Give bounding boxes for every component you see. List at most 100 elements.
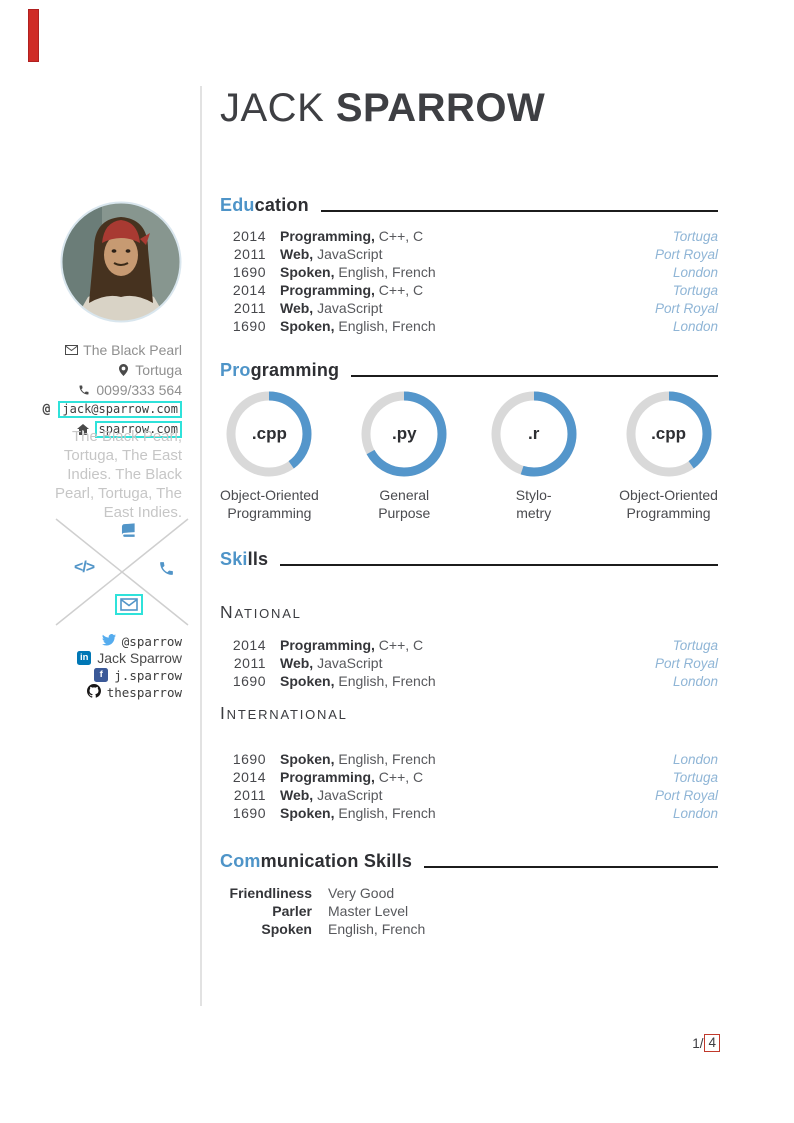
donut-label: .cpp bbox=[251, 424, 287, 443]
contact-website: sparrow.com bbox=[20, 421, 182, 438]
entry-year: 1690 bbox=[232, 750, 266, 767]
skill-donut: .cpp Object-Oriented Programming bbox=[619, 390, 718, 522]
entry-detail: JavaScript bbox=[317, 654, 383, 671]
donut-caption: Stylo- metry bbox=[515, 487, 552, 521]
profile-photo bbox=[58, 199, 184, 325]
link-annotation-box[interactable] bbox=[28, 9, 39, 62]
entry-detail: JavaScript bbox=[317, 299, 383, 316]
donut-ring bbox=[361, 391, 447, 477]
entry-location: Port Royal bbox=[654, 787, 718, 803]
communication-label: Friendliness bbox=[229, 884, 312, 901]
education-entries: 2014 Programming, C++, C Tortuga 2011 We… bbox=[220, 227, 718, 335]
entry-location: Tortuga bbox=[672, 637, 718, 653]
cross-lines bbox=[55, 518, 189, 626]
timeline-entry: 1690 Spoken, English, French London bbox=[220, 750, 718, 768]
section-heading: Education bbox=[220, 194, 718, 216]
entry-year: 2014 bbox=[232, 281, 266, 298]
timeline-entry: 1690 Spoken, English, French London bbox=[220, 804, 718, 822]
entry-title: Spoken, bbox=[280, 317, 335, 334]
entry-detail: English, French bbox=[338, 672, 436, 689]
donut-caption: General Purpose bbox=[378, 487, 431, 521]
entry-title: Spoken, bbox=[280, 672, 335, 689]
communication-entry: Parler Master Level bbox=[220, 902, 718, 920]
entry-year: 2011 bbox=[233, 245, 266, 262]
communication-entries: Friendliness Very Good Parler Master Lev… bbox=[220, 884, 718, 938]
subsection-international: International bbox=[220, 703, 348, 723]
communication-entry: Friendliness Very Good bbox=[220, 884, 718, 902]
entry-detail: C++, C bbox=[378, 227, 424, 244]
code-icon: </> bbox=[74, 559, 95, 576]
communication-label: Spoken bbox=[261, 920, 312, 937]
donut-label: .cpp bbox=[651, 424, 687, 443]
timeline-entry: 2011 Web, JavaScript Port Royal bbox=[220, 654, 718, 672]
entry-detail: English, French bbox=[338, 750, 436, 767]
entry-location: London bbox=[672, 318, 718, 334]
github-handle[interactable]: thesparrow bbox=[18, 683, 182, 701]
communication-value: Master Level bbox=[328, 902, 409, 919]
entry-year: 2011 bbox=[233, 654, 266, 671]
skill-donut: .py General Purpose bbox=[360, 390, 448, 522]
timeline-entry: 2014 Programming, C++, C Tortuga bbox=[220, 768, 718, 786]
donut-ring bbox=[226, 391, 312, 477]
donut-charts: .cpp Object-Oriented Programming bbox=[220, 390, 718, 522]
entry-year: 1690 bbox=[232, 263, 266, 280]
entry-title: Spoken, bbox=[280, 804, 335, 821]
entry-year: 1690 bbox=[232, 672, 266, 689]
donut-label: .py bbox=[391, 424, 417, 443]
skill-donut: .r Stylo- metry bbox=[490, 390, 578, 522]
home-icon bbox=[76, 424, 90, 435]
icon-decoration: </> bbox=[48, 517, 196, 627]
twitter-icon bbox=[101, 633, 116, 649]
timeline-entry: 2014 Programming, C++, C Tortuga bbox=[220, 227, 718, 245]
first-name: JACK bbox=[220, 86, 325, 130]
entry-detail: English, French bbox=[338, 317, 436, 334]
linkedin-handle[interactable]: in Jack Sparrow bbox=[18, 650, 182, 666]
email-link[interactable]: jack@sparrow.com bbox=[58, 401, 182, 418]
entry-year: 2011 bbox=[233, 786, 266, 803]
entry-detail: English, French bbox=[338, 263, 436, 280]
heading-rule bbox=[320, 210, 718, 212]
website-link[interactable]: sparrow.com bbox=[94, 421, 182, 438]
entry-year: 2014 bbox=[232, 636, 266, 653]
entry-year: 1690 bbox=[232, 804, 266, 821]
page-number: 1/4 bbox=[692, 1034, 720, 1052]
entry-location: London bbox=[672, 751, 718, 767]
github-icon bbox=[86, 683, 101, 701]
section-heading: Communication Skills bbox=[220, 850, 718, 872]
facebook-handle[interactable]: f j.sparrow bbox=[18, 668, 182, 683]
section-programming: Programming .cpp Ob bbox=[220, 359, 718, 522]
communication-value: English, French bbox=[328, 920, 426, 937]
entry-location: Tortuga bbox=[672, 282, 718, 298]
page-title: JACK SPARROW bbox=[220, 86, 718, 130]
total-pages-link[interactable]: 4 bbox=[704, 1034, 720, 1052]
last-name: SPARROW bbox=[335, 86, 546, 130]
entry-title: Web, bbox=[280, 299, 314, 316]
section-heading: Skills bbox=[220, 548, 718, 570]
entry-title: Web, bbox=[280, 654, 314, 671]
entry-location: London bbox=[672, 673, 718, 689]
envelope-link-icon[interactable] bbox=[115, 594, 143, 615]
contact-address: The Black Pearl bbox=[20, 341, 182, 358]
donut-ring bbox=[491, 391, 577, 477]
facebook-icon: f bbox=[94, 668, 109, 682]
entry-detail: C++, C bbox=[378, 281, 424, 298]
section-education: Education 2014 Programming, C++, C Tortu… bbox=[220, 194, 718, 335]
contact-phone: 0099/333 564 bbox=[20, 381, 182, 398]
phone-icon bbox=[77, 384, 91, 396]
timeline-entry: 2014 Programming, C++, C Tortuga bbox=[220, 636, 718, 654]
subsection-national: National bbox=[220, 602, 302, 622]
entry-detail: English, French bbox=[338, 804, 436, 821]
timeline-entry: 1690 Spoken, English, French London bbox=[220, 317, 718, 335]
entry-title: Programming, bbox=[280, 768, 375, 785]
section-communication: Communication Skills Friendliness Very G… bbox=[220, 850, 718, 938]
entry-year: 2011 bbox=[233, 299, 266, 316]
social-links: @sparrow in Jack Sparrow f j.sparrow the… bbox=[18, 634, 182, 702]
twitter-handle[interactable]: @sparrow bbox=[18, 633, 182, 649]
at-icon: @ bbox=[42, 402, 51, 417]
entry-title: Programming, bbox=[280, 227, 375, 244]
entry-detail: C++, C bbox=[378, 768, 424, 785]
entry-year: 2014 bbox=[232, 227, 266, 244]
entry-title: Web, bbox=[280, 786, 314, 803]
entry-location: Port Royal bbox=[654, 246, 718, 262]
entry-location: Tortuga bbox=[672, 769, 718, 785]
